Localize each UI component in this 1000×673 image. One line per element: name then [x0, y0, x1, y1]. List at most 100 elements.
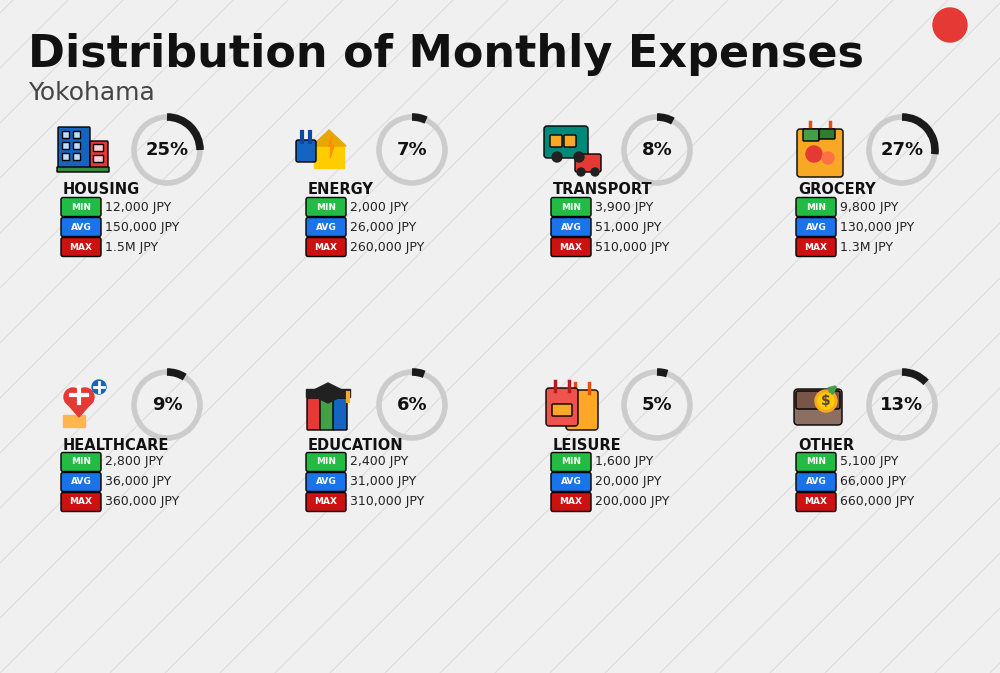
Circle shape [76, 388, 94, 406]
FancyBboxPatch shape [796, 238, 836, 256]
Circle shape [822, 152, 834, 164]
Text: MAX: MAX [314, 242, 338, 252]
Text: Distribution of Monthly Expenses: Distribution of Monthly Expenses [28, 33, 864, 76]
Text: Yokohama: Yokohama [28, 81, 155, 105]
Text: 2,000 JPY: 2,000 JPY [350, 201, 408, 213]
Text: AVG: AVG [71, 223, 91, 232]
FancyBboxPatch shape [575, 154, 601, 172]
FancyBboxPatch shape [819, 129, 835, 139]
Text: MIN: MIN [806, 203, 826, 211]
Text: 31,000 JPY: 31,000 JPY [350, 476, 416, 489]
Circle shape [64, 388, 82, 406]
Text: MIN: MIN [561, 458, 581, 466]
Text: OTHER: OTHER [798, 437, 854, 452]
Text: 66,000 JPY: 66,000 JPY [840, 476, 906, 489]
Text: MAX: MAX [804, 242, 828, 252]
Text: 5%: 5% [642, 396, 672, 414]
Text: ENERGY: ENERGY [308, 182, 374, 197]
FancyBboxPatch shape [544, 126, 588, 158]
Text: 9%: 9% [152, 396, 182, 414]
Text: GROCERY: GROCERY [798, 182, 876, 197]
Text: 130,000 JPY: 130,000 JPY [840, 221, 914, 234]
Circle shape [92, 380, 106, 394]
Text: HOUSING: HOUSING [63, 182, 140, 197]
Text: $: $ [821, 394, 831, 408]
FancyBboxPatch shape [73, 131, 80, 138]
FancyBboxPatch shape [564, 135, 576, 147]
FancyBboxPatch shape [306, 452, 346, 472]
FancyBboxPatch shape [794, 389, 842, 425]
Text: MIN: MIN [561, 203, 581, 211]
FancyBboxPatch shape [551, 217, 591, 236]
Text: 2,800 JPY: 2,800 JPY [105, 456, 163, 468]
Circle shape [818, 393, 834, 409]
FancyBboxPatch shape [296, 140, 316, 162]
Text: AVG: AVG [316, 223, 336, 232]
Text: MAX: MAX [70, 242, 92, 252]
FancyBboxPatch shape [306, 197, 346, 217]
Text: 36,000 JPY: 36,000 JPY [105, 476, 171, 489]
FancyBboxPatch shape [62, 131, 69, 138]
FancyBboxPatch shape [333, 398, 347, 430]
FancyBboxPatch shape [93, 155, 103, 162]
Text: 200,000 JPY: 200,000 JPY [595, 495, 669, 509]
Polygon shape [63, 415, 85, 427]
Polygon shape [308, 383, 348, 403]
Text: 7%: 7% [397, 141, 427, 159]
Text: AVG: AVG [561, 223, 581, 232]
Text: 150,000 JPY: 150,000 JPY [105, 221, 179, 234]
FancyBboxPatch shape [551, 472, 591, 491]
Text: 25%: 25% [145, 141, 189, 159]
Polygon shape [312, 130, 346, 146]
FancyBboxPatch shape [73, 153, 80, 160]
FancyBboxPatch shape [551, 197, 591, 217]
Text: 1.5M JPY: 1.5M JPY [105, 240, 158, 254]
Polygon shape [328, 136, 334, 158]
Circle shape [815, 390, 837, 412]
Text: MAX: MAX [70, 497, 92, 507]
Circle shape [574, 152, 584, 162]
Text: 360,000 JPY: 360,000 JPY [105, 495, 179, 509]
Text: MAX: MAX [314, 497, 338, 507]
Text: 26,000 JPY: 26,000 JPY [350, 221, 416, 234]
Text: 660,000 JPY: 660,000 JPY [840, 495, 914, 509]
Text: MIN: MIN [806, 458, 826, 466]
Text: AVG: AVG [316, 478, 336, 487]
Text: MIN: MIN [71, 458, 91, 466]
FancyBboxPatch shape [90, 141, 108, 171]
FancyBboxPatch shape [93, 144, 103, 151]
Text: 2,400 JPY: 2,400 JPY [350, 456, 408, 468]
Text: 20,000 JPY: 20,000 JPY [595, 476, 661, 489]
Circle shape [577, 168, 585, 176]
Text: LEISURE: LEISURE [553, 437, 622, 452]
FancyBboxPatch shape [58, 127, 90, 171]
FancyBboxPatch shape [796, 197, 836, 217]
Circle shape [591, 168, 599, 176]
Text: 6%: 6% [397, 396, 427, 414]
FancyBboxPatch shape [550, 135, 562, 147]
FancyBboxPatch shape [546, 388, 578, 426]
FancyBboxPatch shape [551, 452, 591, 472]
Text: 27%: 27% [880, 141, 924, 159]
FancyBboxPatch shape [796, 493, 836, 511]
FancyBboxPatch shape [552, 404, 572, 416]
FancyBboxPatch shape [307, 398, 321, 430]
Text: 9,800 JPY: 9,800 JPY [840, 201, 898, 213]
FancyBboxPatch shape [61, 452, 101, 472]
FancyBboxPatch shape [551, 238, 591, 256]
FancyBboxPatch shape [61, 493, 101, 511]
FancyBboxPatch shape [61, 217, 101, 236]
Text: 1,600 JPY: 1,600 JPY [595, 456, 653, 468]
FancyBboxPatch shape [57, 167, 109, 172]
FancyBboxPatch shape [306, 493, 346, 511]
Circle shape [552, 152, 562, 162]
Text: 8%: 8% [642, 141, 672, 159]
Text: 260,000 JPY: 260,000 JPY [350, 240, 424, 254]
FancyBboxPatch shape [320, 398, 334, 430]
FancyBboxPatch shape [62, 153, 69, 160]
FancyBboxPatch shape [73, 142, 80, 149]
FancyBboxPatch shape [796, 391, 840, 409]
Text: MIN: MIN [316, 203, 336, 211]
Text: 310,000 JPY: 310,000 JPY [350, 495, 424, 509]
FancyBboxPatch shape [797, 129, 843, 177]
